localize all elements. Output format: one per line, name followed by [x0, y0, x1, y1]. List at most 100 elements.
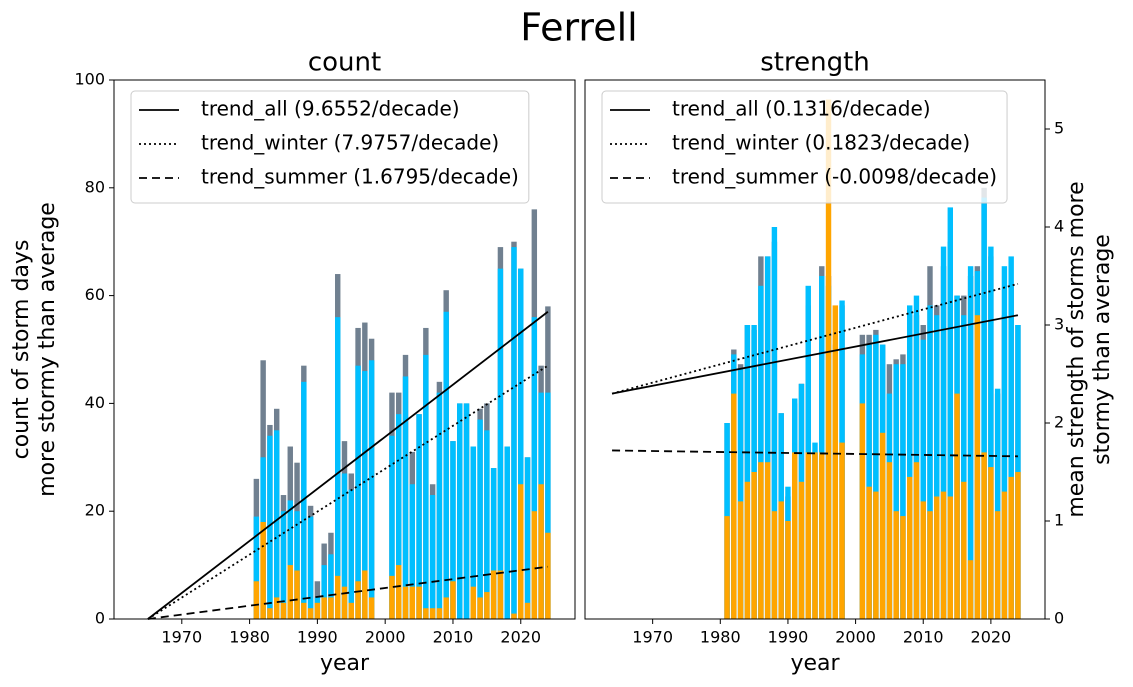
legend-frame	[601, 90, 1008, 204]
bar	[362, 371, 368, 619]
bar	[341, 586, 348, 619]
bar	[497, 570, 504, 619]
bar	[307, 516, 314, 619]
bar	[934, 496, 940, 619]
bar	[920, 339, 926, 619]
bar	[402, 376, 409, 619]
bar	[798, 481, 805, 619]
bar	[511, 247, 517, 619]
bar	[518, 484, 524, 619]
bar	[436, 392, 443, 619]
x-tick-label: 2000	[365, 628, 406, 647]
bar	[273, 430, 280, 619]
bar	[490, 468, 497, 619]
legend-label: trend_summer (-0.0098/decade)	[672, 165, 997, 189]
bar	[967, 266, 974, 619]
bar	[531, 317, 538, 619]
y-tick-label: 0	[95, 609, 105, 628]
bar	[724, 516, 730, 619]
bar	[328, 554, 334, 619]
legend-label: trend_all (0.1316/decade)	[672, 97, 931, 121]
bar	[927, 305, 933, 619]
bar	[389, 575, 395, 619]
trend-line	[147, 364, 549, 620]
y-tick-label: 80	[85, 177, 105, 196]
bar	[429, 495, 436, 619]
x-tick-label: 2010	[433, 628, 474, 647]
bar	[504, 446, 510, 619]
bar	[511, 613, 517, 619]
bar	[974, 315, 981, 619]
bar	[961, 315, 967, 619]
y-tick-label: 4	[1054, 217, 1064, 236]
bar	[301, 381, 307, 619]
bar	[470, 586, 477, 619]
panel: count 1970 1980 1990 2000 2010 2020 year 0 20 40 60…	[9, 48, 576, 676]
trend-line	[611, 314, 1019, 395]
bar	[1001, 491, 1008, 619]
legend-label: trend_winter (0.1823/decade)	[672, 131, 970, 155]
legend: trend_all (9.6552/decade) trend_winter (7…	[130, 90, 530, 204]
x-tick-label: 2020	[971, 628, 1012, 647]
bar	[328, 597, 334, 619]
bar	[450, 581, 456, 619]
bar	[1008, 256, 1014, 619]
bar	[321, 597, 327, 619]
legend-label: trend_summer (1.6795/decade)	[201, 165, 519, 189]
legend-label: trend_all (9.6552/decade)	[201, 97, 460, 121]
x-axis-label: year	[790, 651, 840, 676]
bar	[819, 276, 825, 619]
bar	[866, 344, 872, 619]
bar	[961, 481, 967, 619]
y-tick-label: 0	[1054, 609, 1064, 628]
bar	[988, 467, 994, 619]
legend-label: trend_winter (7.9757/decade)	[201, 131, 499, 155]
bar	[893, 511, 899, 619]
bar	[362, 570, 368, 619]
bar	[744, 325, 751, 619]
bar	[477, 597, 483, 619]
bar	[429, 608, 436, 619]
bar	[416, 414, 422, 619]
bar	[940, 246, 947, 619]
bar	[947, 207, 953, 619]
bar	[470, 446, 477, 619]
bar	[253, 581, 260, 619]
bar	[981, 452, 987, 619]
y-tick-label: 60	[85, 285, 105, 304]
x-tick-label: 1990	[768, 628, 809, 647]
bar	[368, 597, 375, 619]
bar	[307, 608, 314, 619]
bar	[866, 486, 872, 619]
trend-line	[147, 565, 548, 620]
bar	[524, 457, 531, 619]
bar	[443, 597, 449, 619]
bar	[994, 388, 1001, 619]
bar	[273, 597, 280, 619]
plot-frame	[584, 79, 1046, 620]
bar	[967, 560, 974, 619]
plot-frame	[113, 79, 576, 620]
y-tick-label: 3	[1054, 315, 1064, 334]
y-tick-label: 20	[85, 501, 105, 520]
y-axis-label: count of storm daysmore stormy than aver…	[9, 202, 60, 497]
bar	[335, 317, 341, 619]
bar	[368, 360, 375, 619]
bar	[484, 592, 490, 619]
bar	[771, 511, 778, 619]
bar	[321, 565, 327, 619]
bar	[873, 334, 879, 619]
bar	[927, 511, 933, 619]
bar	[294, 511, 300, 619]
bar	[907, 476, 913, 619]
panel: strength 1970 1980 1990 2000 2010 2020 year 0 1 2 3…	[584, 48, 1115, 676]
bar	[751, 472, 757, 619]
x-tick-label: 2020	[500, 628, 541, 647]
bar	[839, 442, 845, 619]
bar	[355, 365, 361, 619]
bar	[457, 403, 463, 619]
legend-frame	[130, 90, 530, 204]
bar	[900, 516, 906, 619]
bar	[886, 462, 893, 619]
bar	[900, 364, 906, 619]
